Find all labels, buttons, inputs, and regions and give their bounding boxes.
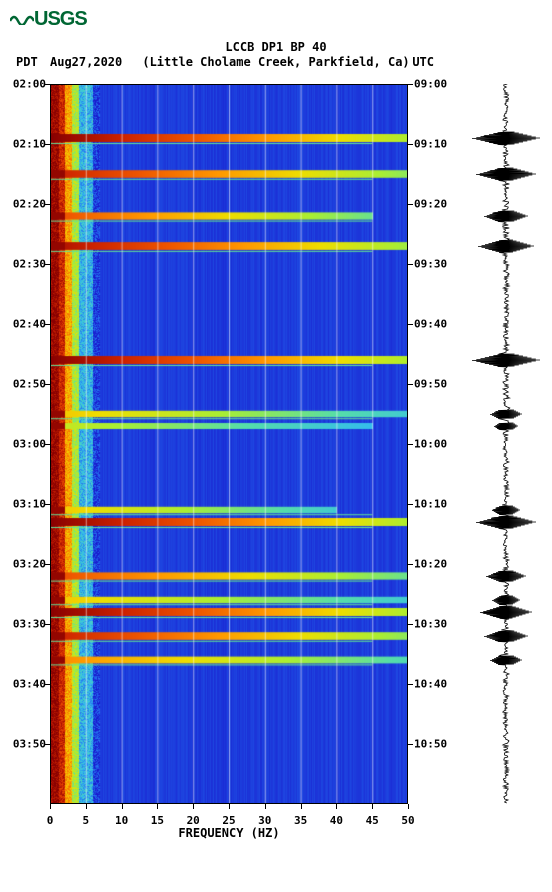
y-axis-left-labels: 02:0002:1002:2002:3002:4002:5003:0003:10… [2,84,48,804]
chart-subtitle: PDT Aug27,2020 (Little Cholame Creek, Pa… [0,55,552,69]
y-tick-left [45,744,50,745]
y-left-tick-label: 03:30 [13,618,46,631]
y-left-tick-label: 02:00 [13,78,46,91]
chart-title: LCCB DP1 BP 40 [0,40,552,54]
y-right-tick-label: 09:00 [414,78,447,91]
y-tick-right [408,144,413,145]
x-axis-labels: 05101520253035404550 [50,808,408,828]
y-right-tick-label: 10:30 [414,618,447,631]
y-tick-right [408,384,413,385]
y-right-tick-label: 10:40 [414,678,447,691]
y-right-tick-label: 10:10 [414,498,447,511]
y-tick-right [408,624,413,625]
y-left-tick-label: 02:50 [13,378,46,391]
subtitle-right: UTC [412,55,434,69]
y-tick-left [45,564,50,565]
y-left-tick-label: 03:50 [13,738,46,751]
y-tick-left [45,144,50,145]
y-tick-left [45,384,50,385]
x-tick [408,804,409,809]
y-right-tick-label: 09:50 [414,378,447,391]
x-axis-title: FREQUENCY (HZ) [50,826,408,840]
spectrogram-chart [50,84,408,804]
y-right-tick-label: 09:10 [414,138,447,151]
y-left-tick-label: 03:20 [13,558,46,571]
y-tick-left [45,504,50,505]
y-tick-right [408,684,413,685]
y-tick-left [45,684,50,685]
y-axis-right-labels: 09:0009:1009:2009:3009:4009:5010:0010:10… [412,84,458,804]
y-tick-left [45,204,50,205]
y-left-tick-label: 03:10 [13,498,46,511]
y-right-tick-label: 09:20 [414,198,447,211]
y-left-tick-label: 03:00 [13,438,46,451]
y-right-tick-label: 09:40 [414,318,447,331]
subtitle-left: PDT [16,55,38,69]
y-tick-left [45,444,50,445]
logo-wave-icon [10,8,34,22]
y-left-tick-label: 02:40 [13,318,46,331]
y-tick-right [408,504,413,505]
y-left-tick-label: 02:20 [13,198,46,211]
y-tick-left [45,264,50,265]
y-left-tick-label: 02:10 [13,138,46,151]
subtitle-date: Aug27,2020 [50,55,122,69]
y-tick-right [408,444,413,445]
y-left-tick-label: 03:40 [13,678,46,691]
y-right-tick-label: 09:30 [414,258,447,271]
y-left-tick-label: 02:30 [13,258,46,271]
usgs-logo: USGS [10,8,87,31]
y-tick-right [408,324,413,325]
y-right-tick-label: 10:50 [414,738,447,751]
logo-text: USGS [34,8,87,30]
y-right-tick-label: 10:20 [414,558,447,571]
spectrogram-canvas [50,84,408,804]
y-tick-right [408,84,413,85]
y-tick-left [45,324,50,325]
y-tick-right [408,564,413,565]
seismogram-trace [470,84,542,804]
y-right-tick-label: 10:00 [414,438,447,451]
y-tick-left [45,624,50,625]
y-tick-left [45,84,50,85]
y-tick-right [408,744,413,745]
y-tick-right [408,264,413,265]
seismogram-path [472,84,540,803]
y-tick-right [408,204,413,205]
subtitle-center: (Little Cholame Creek, Parkfield, Ca) [142,55,409,69]
title-block: LCCB DP1 BP 40 PDT Aug27,2020 (Little Ch… [0,40,552,69]
